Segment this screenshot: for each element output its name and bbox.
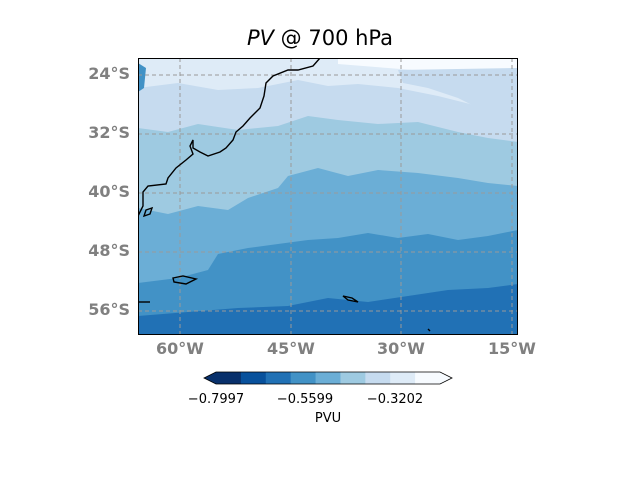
lat-label-56s: 56°S: [88, 300, 130, 319]
colorbar-unit-label: PVU: [314, 411, 342, 426]
pv-band-7: [138, 284, 518, 335]
coastline: [138, 58, 431, 332]
lon-label-30w: 30°W: [377, 339, 425, 358]
title-variable: PV: [246, 26, 274, 50]
colorbar-cell: [415, 372, 441, 384]
coastline-south-georgia: [342, 295, 359, 303]
lon-label-60w: 60°W: [156, 339, 204, 358]
colorbar-cell: [265, 372, 292, 384]
gridlines: [138, 58, 518, 335]
lat-label-48s: 48°S: [88, 241, 130, 260]
lon-label-45w: 45°W: [267, 339, 315, 358]
pv-contour-field: [138, 58, 518, 335]
lat-label-32s: 32°S: [88, 123, 130, 142]
colorbar-tick-3: −0.3202: [366, 392, 424, 407]
coastline-south-america: [138, 58, 321, 217]
colorbar-cell: [290, 372, 317, 384]
lat-label-24s: 24°S: [88, 64, 130, 83]
colorbar-outline: [203, 371, 453, 385]
map-frame: [138, 58, 518, 335]
title-rest: @ 700 hPa: [274, 26, 394, 50]
coastline-islet: [142, 206, 154, 218]
colorbar-cell: [340, 372, 366, 384]
map-panel: [138, 58, 518, 335]
colorbar-tick-1: −0.7997: [187, 392, 245, 407]
lon-label-15w: 15°W: [488, 339, 536, 358]
coastline-falklands: [172, 275, 199, 285]
lat-label-40s: 40°S: [88, 182, 130, 201]
colorbar-cell: [365, 372, 391, 384]
colorbar-cell: [315, 372, 341, 384]
colorbar-tick-2: −0.5599: [276, 392, 334, 407]
coastline-dot: [427, 328, 431, 332]
pv-band-palest: [338, 58, 518, 72]
pv-band-pale-ne: [398, 68, 518, 118]
colorbar-extend-high: [440, 372, 452, 384]
colorbar: [203, 371, 453, 385]
colorbar-cell: [216, 372, 242, 384]
colorbar-cells: [216, 372, 441, 384]
colorbar-cell: [240, 372, 267, 384]
plot-title: PV @ 700 hPa: [0, 26, 640, 50]
colorbar-cell: [390, 372, 416, 384]
pv-edge-feature: [138, 63, 146, 92]
colorbar-extend-low: [204, 372, 216, 384]
